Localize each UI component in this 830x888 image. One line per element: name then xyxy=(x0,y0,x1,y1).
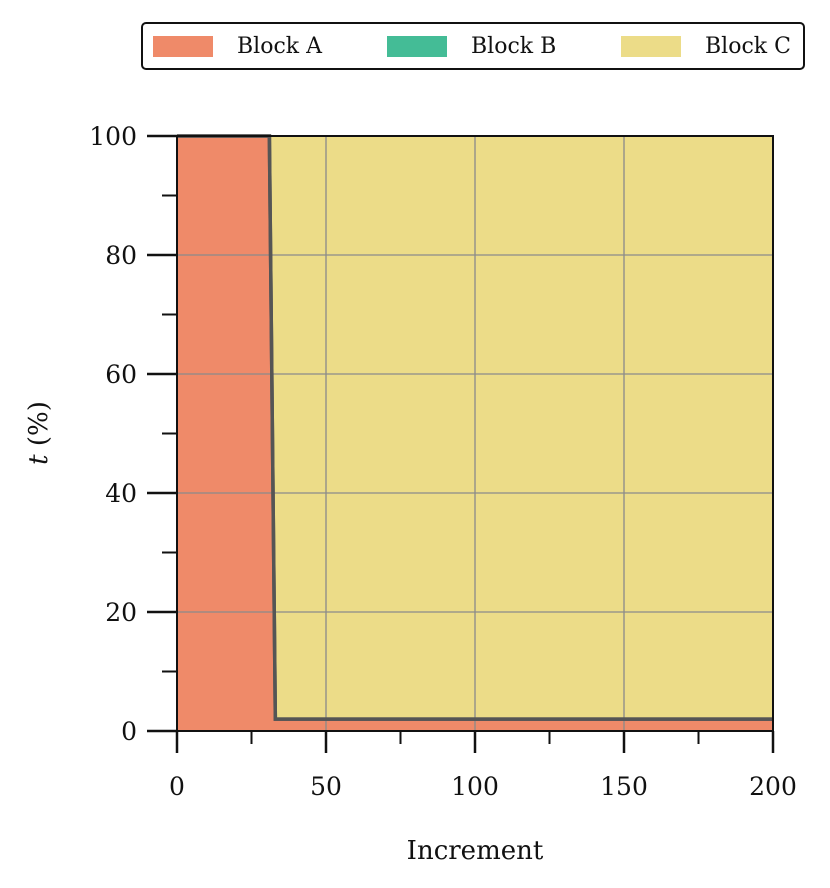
legend-label-block-c: Block C xyxy=(705,33,791,59)
y-axis-label: t (%) xyxy=(24,401,54,465)
y-tick-label: 80 xyxy=(105,241,137,270)
legend-swatch-block-b xyxy=(387,35,447,57)
y-tick-label: 60 xyxy=(105,360,137,389)
y-tick-label: 40 xyxy=(105,479,137,508)
x-tick-label: 150 xyxy=(600,772,648,801)
x-tick-label: 0 xyxy=(169,772,185,801)
area-block-a xyxy=(177,136,773,731)
tick-labels: 0 50 100 150 200 0 20 40 60 80 100 xyxy=(89,122,797,801)
axis-ticks xyxy=(147,134,775,753)
y-tick-label: 100 xyxy=(89,122,137,151)
y-axis-label-variable: t xyxy=(24,454,54,465)
y-tick-label: 20 xyxy=(105,598,137,627)
legend-item-block-c: Block C xyxy=(621,24,791,68)
legend-label-block-a: Block A xyxy=(237,33,322,59)
x-axis-label: Increment xyxy=(407,836,544,866)
x-tick-label: 200 xyxy=(749,772,797,801)
legend-item-block-b: Block B xyxy=(387,24,556,68)
legend-swatch-block-a xyxy=(153,35,213,57)
y-axis-label-unit: (%) xyxy=(24,401,54,454)
y-tick-label: 0 xyxy=(121,717,137,746)
legend-swatch-block-c xyxy=(621,35,681,57)
legend-label-block-b: Block B xyxy=(471,33,557,59)
chart-legend: Block A Block B Block C xyxy=(141,22,805,70)
x-tick-label: 50 xyxy=(310,772,342,801)
x-tick-label: 100 xyxy=(451,772,499,801)
legend-item-block-a: Block A xyxy=(153,24,322,68)
